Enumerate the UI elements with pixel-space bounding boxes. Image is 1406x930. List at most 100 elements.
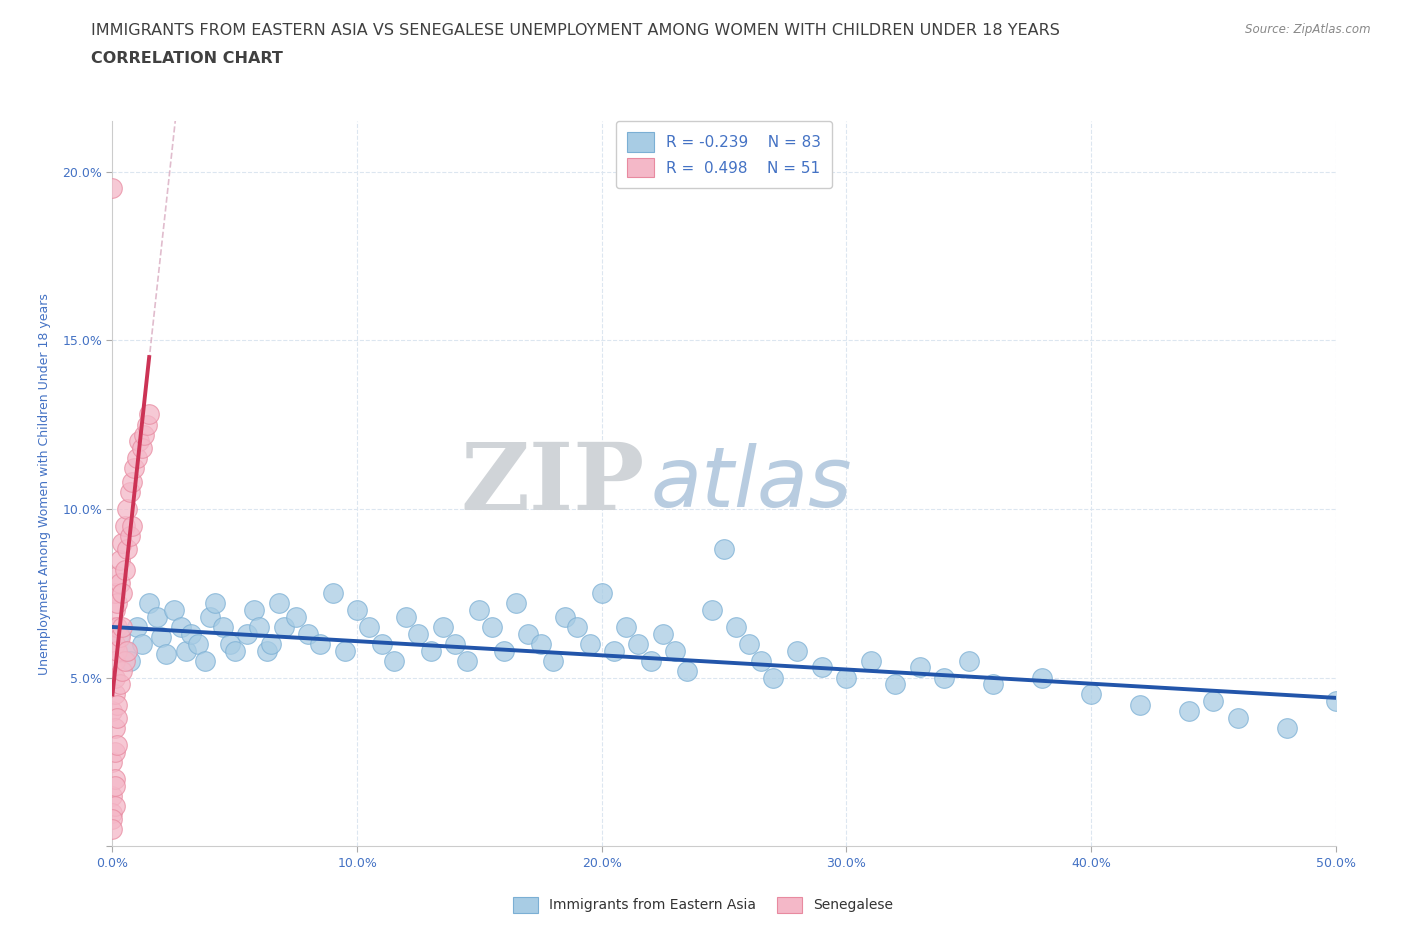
Point [105, 569, 128, 584]
Point [256, 644, 278, 658]
Point [1178, 704, 1201, 719]
Point [108, 576, 131, 591]
Point [115, 644, 138, 658]
Point [884, 677, 907, 692]
Point [114, 518, 136, 533]
Point [359, 619, 381, 634]
Point [104, 653, 127, 668]
Point [104, 744, 127, 759]
Point [603, 644, 626, 658]
Point [297, 626, 319, 641]
Point [104, 798, 127, 813]
Point [163, 603, 186, 618]
Point [725, 619, 748, 634]
Point [786, 644, 808, 658]
Text: IMMIGRANTS FROM EASTERN ASIA VS SENEGALESE UNEMPLOYMENT AMONG WOMEN WITH CHILDRE: IMMIGRANTS FROM EASTERN ASIA VS SENEGALE… [91, 23, 1060, 38]
Point [187, 636, 209, 651]
Point [125, 619, 148, 634]
Point [370, 636, 392, 651]
Text: ZIP: ZIP [460, 439, 644, 528]
Point [104, 778, 127, 793]
Point [322, 586, 344, 601]
Point [1202, 694, 1225, 709]
Point [194, 653, 217, 668]
Point [591, 586, 613, 601]
Point [174, 644, 197, 658]
Legend: Immigrants from Eastern Asia, Senegalese: Immigrants from Eastern Asia, Senegalese [508, 891, 898, 919]
Point [128, 434, 150, 449]
Point [131, 636, 153, 651]
Point [247, 619, 270, 634]
Point [664, 644, 686, 658]
Point [101, 805, 124, 820]
Point [111, 535, 134, 550]
Point [408, 626, 430, 641]
Point [614, 619, 637, 634]
Point [204, 596, 226, 611]
Point [419, 644, 441, 658]
Point [309, 636, 332, 651]
Point [981, 677, 1004, 692]
Point [934, 671, 956, 685]
Point [713, 542, 735, 557]
Point [224, 644, 246, 658]
Point [114, 644, 136, 658]
Point [101, 789, 124, 804]
Point [101, 181, 124, 196]
Point [118, 485, 141, 499]
Point [134, 427, 156, 442]
Point [835, 671, 858, 685]
Point [101, 822, 124, 837]
Point [200, 609, 222, 624]
Point [124, 461, 146, 476]
Point [108, 626, 131, 641]
Point [1226, 711, 1249, 725]
Point [273, 619, 295, 634]
Point [121, 474, 143, 489]
Point [104, 636, 127, 651]
Point [111, 619, 134, 634]
Point [145, 609, 167, 624]
Point [111, 663, 134, 678]
Point [125, 451, 148, 466]
Point [101, 754, 124, 769]
Point [155, 646, 177, 661]
Point [115, 542, 138, 557]
Point [104, 586, 127, 601]
Point [737, 636, 759, 651]
Point [382, 653, 405, 668]
Point [762, 671, 785, 685]
Point [1275, 721, 1298, 736]
Point [170, 619, 193, 634]
Point [121, 518, 143, 533]
Point [908, 660, 931, 675]
Point [219, 636, 242, 651]
Point [104, 721, 127, 736]
Point [104, 671, 127, 685]
Point [541, 653, 564, 668]
Point [114, 653, 136, 668]
Legend: R = -0.239    N = 83, R =  0.498    N = 51: R = -0.239 N = 83, R = 0.498 N = 51 [616, 121, 832, 188]
Point [700, 603, 723, 618]
Point [138, 596, 160, 611]
Text: CORRELATION CHART: CORRELATION CHART [91, 51, 283, 66]
Y-axis label: Unemployment Among Women with Children Under 18 years: Unemployment Among Women with Children U… [38, 293, 51, 674]
Point [444, 636, 467, 651]
Point [432, 619, 454, 634]
Point [676, 663, 699, 678]
Point [243, 603, 266, 618]
Point [114, 563, 136, 578]
Point [957, 653, 980, 668]
Point [108, 552, 131, 567]
Point [260, 636, 283, 651]
Point [118, 653, 141, 668]
Point [105, 644, 128, 658]
Point [395, 609, 418, 624]
Point [652, 626, 675, 641]
Point [138, 407, 160, 422]
Point [236, 626, 259, 641]
Point [554, 609, 576, 624]
Point [284, 609, 308, 624]
Point [104, 603, 127, 618]
Text: Source: ZipAtlas.com: Source: ZipAtlas.com [1246, 23, 1371, 36]
